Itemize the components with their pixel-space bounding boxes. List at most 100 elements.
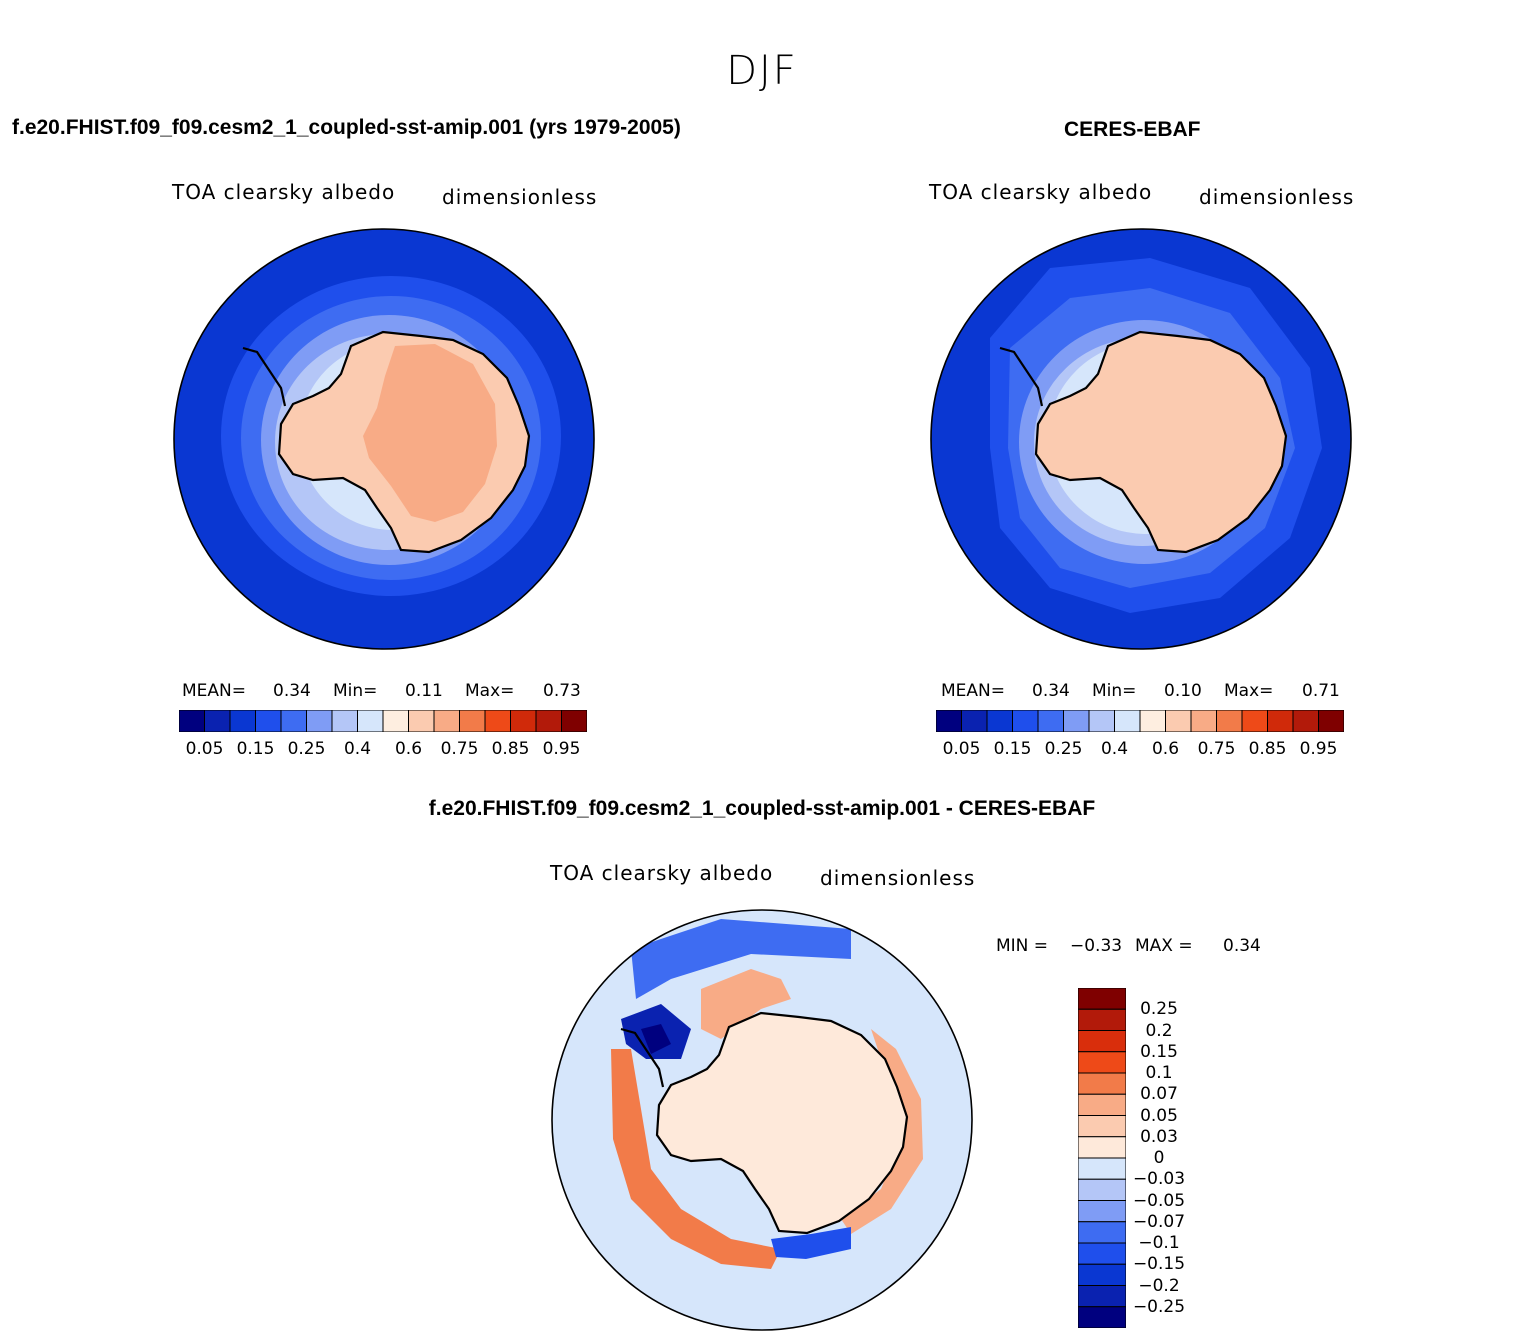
obs-panel-title: CERES-EBAF xyxy=(1064,118,1201,141)
colorbar-swatch xyxy=(1088,709,1115,733)
diff-units-label: dimensionless xyxy=(820,866,976,890)
colorbar-swatch xyxy=(935,709,962,733)
colorbar-swatch xyxy=(1077,1136,1127,1159)
colorbar-tick-label: −0.03 xyxy=(1132,1169,1186,1190)
colorbar-swatch xyxy=(1077,1008,1127,1031)
colorbar-swatch xyxy=(1077,1072,1127,1095)
colorbar-swatch xyxy=(382,709,409,733)
colorbar-tick-label: 0.4 xyxy=(343,739,372,759)
colorbar-tick-label: 0.85 xyxy=(491,739,530,759)
colorbar-swatch xyxy=(178,709,205,733)
colorbar-swatch xyxy=(535,709,562,733)
diff-panel-title: f.e20.FHIST.f09_f09.cesm2_1_coupled-sst-… xyxy=(428,797,1096,820)
colorbar-swatch xyxy=(229,709,256,733)
colorbar-swatch xyxy=(408,709,435,733)
diff-min-label: MIN = xyxy=(996,936,1049,956)
colorbar-swatch xyxy=(1077,1285,1127,1308)
colorbar-swatch xyxy=(1012,709,1039,733)
obs-antarctica-land xyxy=(1034,330,1288,554)
model-colorbar xyxy=(178,709,588,733)
colorbar-tick-label: −0.25 xyxy=(1132,1296,1186,1317)
obs-colorbar-ticks: 0.05 0.15 0.25 0.4 0.6 0.75 0.85 0.95 xyxy=(936,739,1344,761)
colorbar-tick-label: 0.95 xyxy=(1299,739,1338,759)
colorbar-swatch xyxy=(357,709,384,733)
diff-max-label: MAX = xyxy=(1135,936,1193,956)
colorbar-tick-label: 0.6 xyxy=(1151,739,1180,759)
model-variable-label: TOA clearsky albedo xyxy=(172,180,396,204)
colorbar-swatch xyxy=(484,709,511,733)
colorbar-swatch xyxy=(1241,709,1268,733)
colorbar-tick-label: 0.75 xyxy=(440,739,479,759)
obs-min-label: Min= xyxy=(1092,681,1137,701)
colorbar-tick-label: −0.05 xyxy=(1132,1190,1186,1211)
diff-variable-label: TOA clearsky albedo xyxy=(550,861,774,885)
diff-polar-map xyxy=(551,909,973,1331)
model-polar-map xyxy=(173,228,595,650)
colorbar-tick-label: 0.6 xyxy=(394,739,423,759)
obs-mean-label: MEAN= xyxy=(941,681,1005,701)
model-panel-title: f.e20.FHIST.f09_f09.cesm2_1_coupled-sst-… xyxy=(12,116,681,139)
colorbar-tick-label: 0.05 xyxy=(1140,1105,1178,1126)
diff-colorbar xyxy=(1077,987,1127,1329)
colorbar-tick-label: −0.07 xyxy=(1132,1211,1186,1232)
colorbar-swatch xyxy=(1077,1200,1127,1223)
colorbar-tick-label: 0.05 xyxy=(185,739,224,759)
diff-colorbar-ticks: 0.25 0.2 0.15 0.1 0.07 0.05 0.03 0 −0.03 −0.05 −0.… xyxy=(1128,988,1190,1328)
colorbar-swatch xyxy=(1077,1030,1127,1053)
colorbar-swatch xyxy=(1114,709,1141,733)
colorbar-swatch xyxy=(1292,709,1319,733)
colorbar-tick-label: 0.05 xyxy=(942,739,981,759)
colorbar-tick-label: 0.4 xyxy=(1100,739,1129,759)
colorbar-swatch xyxy=(1318,709,1345,733)
colorbar-tick-label: −0.15 xyxy=(1132,1254,1186,1275)
colorbar-tick-label: 0.1 xyxy=(1145,1063,1173,1083)
colorbar-tick-label: −0.2 xyxy=(1138,1275,1180,1296)
obs-min-value: 0.10 xyxy=(1164,681,1202,701)
model-min-label: Min= xyxy=(333,681,378,701)
colorbar-tick-label: 0.75 xyxy=(1197,739,1236,759)
diff-max-value: 0.34 xyxy=(1223,936,1261,956)
colorbar-swatch xyxy=(1165,709,1192,733)
colorbar-swatch xyxy=(1267,709,1294,733)
colorbar-tick-label: 0.07 xyxy=(1140,1084,1178,1105)
colorbar-tick-label: 0.03 xyxy=(1140,1126,1178,1147)
colorbar-swatch xyxy=(331,709,358,733)
colorbar-tick-label: 0.15 xyxy=(993,739,1032,759)
obs-max-value: 0.71 xyxy=(1302,681,1340,701)
obs-variable-label: TOA clearsky albedo xyxy=(929,180,1153,204)
obs-colorbar xyxy=(935,709,1345,733)
colorbar-swatch xyxy=(1077,1178,1127,1201)
model-colorbar-ticks: 0.05 0.15 0.25 0.4 0.6 0.75 0.85 0.95 xyxy=(179,739,587,761)
colorbar-tick-label: 0.85 xyxy=(1248,739,1287,759)
colorbar-tick-label: 0 xyxy=(1153,1148,1165,1168)
colorbar-swatch xyxy=(1077,1263,1127,1286)
season-title: DJF xyxy=(726,48,798,94)
model-max-label: Max= xyxy=(465,681,515,701)
colorbar-swatch xyxy=(1139,709,1166,733)
colorbar-swatch xyxy=(1077,1242,1127,1265)
colorbar-swatch xyxy=(1077,1115,1127,1138)
obs-max-label: Max= xyxy=(1224,681,1274,701)
colorbar-swatch xyxy=(433,709,460,733)
obs-units-label: dimensionless xyxy=(1199,185,1355,209)
colorbar-swatch xyxy=(459,709,486,733)
colorbar-tick-label: −0.1 xyxy=(1138,1233,1180,1253)
colorbar-tick-label: 0.25 xyxy=(1044,739,1083,759)
colorbar-tick-label: 0.25 xyxy=(1140,999,1178,1020)
diff-antarctica-land xyxy=(655,1011,909,1235)
colorbar-swatch xyxy=(1037,709,1064,733)
colorbar-swatch xyxy=(1077,1093,1127,1116)
colorbar-swatch xyxy=(1216,709,1243,733)
colorbar-swatch xyxy=(255,709,282,733)
colorbar-swatch xyxy=(1077,1157,1127,1180)
colorbar-swatch xyxy=(1077,1306,1127,1329)
colorbar-swatch xyxy=(986,709,1013,733)
colorbar-swatch xyxy=(1077,1221,1127,1244)
colorbar-swatch xyxy=(1063,709,1090,733)
obs-polar-map xyxy=(930,228,1352,650)
colorbar-swatch xyxy=(561,709,588,733)
diff-min-value: −0.33 xyxy=(1070,936,1123,956)
colorbar-swatch xyxy=(1190,709,1217,733)
colorbar-tick-label: 0.95 xyxy=(542,739,581,759)
colorbar-swatch xyxy=(280,709,307,733)
